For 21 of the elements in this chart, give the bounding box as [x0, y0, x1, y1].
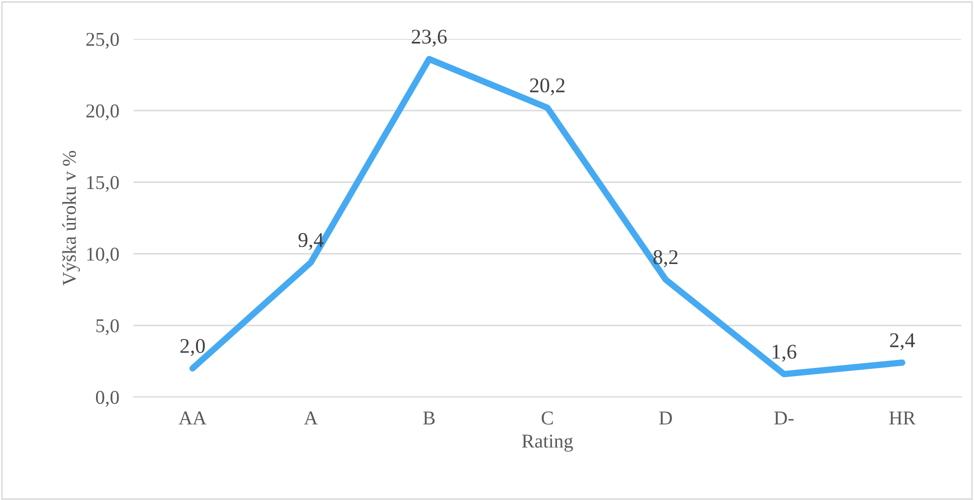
data-label: 23,6	[412, 30, 447, 47]
x-tick-label: AA	[178, 412, 206, 424]
data-label: 20,2	[530, 78, 564, 96]
y-tick-label: 10,0	[87, 248, 119, 264]
y-tick-label: 25,0	[86, 32, 119, 49]
x-tick-label: C	[542, 412, 553, 425]
y-tick-label: 20,0	[86, 104, 119, 120]
data-label: 2,4	[890, 333, 915, 350]
x-tick-label: A	[304, 412, 318, 424]
x-tick-label: D-	[774, 412, 794, 424]
x-tick-label: HR	[889, 412, 916, 424]
y-tick-label: 15,0	[87, 176, 119, 192]
y-axis-title: Výška úroku v %	[62, 150, 80, 286]
data-label: 1,6	[772, 344, 796, 362]
x-axis-title: Rating	[522, 434, 573, 452]
x-tick-label: B	[423, 412, 435, 424]
data-label: 8,2	[653, 250, 678, 268]
data-label: 2,0	[180, 338, 205, 356]
y-tick-label: 5,0	[96, 319, 119, 336]
x-tick-label: D	[659, 412, 672, 424]
y-tick-label: 0,0	[96, 390, 119, 407]
